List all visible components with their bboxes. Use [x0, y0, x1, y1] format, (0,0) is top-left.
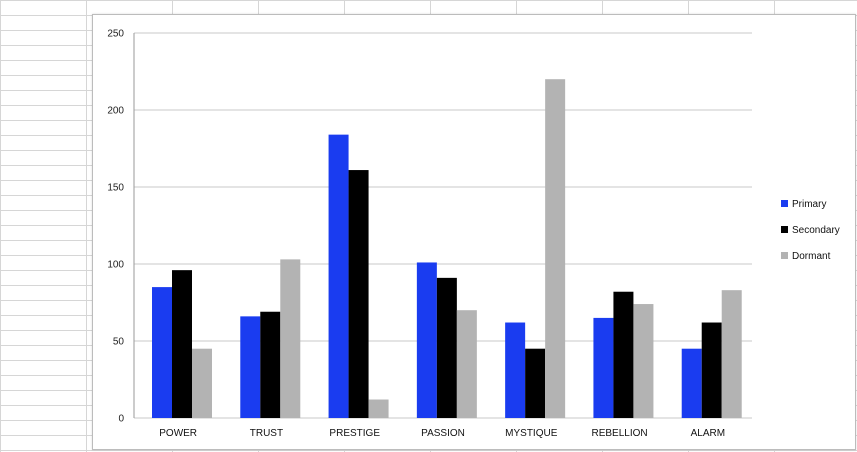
- bar-dormant-rebellion[interactable]: [633, 304, 654, 418]
- bar-dormant-prestige[interactable]: [368, 399, 389, 418]
- legend-label-secondary: Secondary: [792, 225, 840, 236]
- bar-secondary-trust[interactable]: [260, 311, 281, 418]
- legend[interactable]: Primary Secondary Dormant: [781, 199, 840, 262]
- y-tick-label: 50: [113, 337, 125, 348]
- bar-primary-passion[interactable]: [416, 262, 437, 418]
- x-tick-label: ALARM: [691, 428, 725, 439]
- bar-dormant-passion[interactable]: [456, 310, 477, 418]
- y-tick-label: 0: [118, 414, 124, 425]
- x-tick-label: REBELLION: [592, 428, 648, 439]
- legend-label-dormant: Dormant: [792, 251, 831, 262]
- x-tick-label: PRESTIGE: [329, 428, 380, 439]
- bar-dormant-alarm[interactable]: [721, 290, 742, 418]
- legend-swatch-dormant: [781, 252, 788, 259]
- legend-label-primary: Primary: [792, 199, 826, 210]
- y-tick-label: 250: [107, 29, 124, 40]
- bar-primary-prestige[interactable]: [328, 134, 349, 418]
- y-tick-label: 100: [107, 260, 124, 271]
- y-tick-label: 200: [107, 106, 124, 117]
- bar-primary-rebellion[interactable]: [593, 317, 614, 418]
- bar-secondary-prestige[interactable]: [348, 170, 369, 418]
- y-tick-label: 150: [107, 183, 124, 194]
- legend-swatch-secondary: [781, 226, 788, 233]
- bar-primary-alarm[interactable]: [681, 348, 702, 418]
- bar-dormant-power[interactable]: [192, 348, 212, 418]
- x-tick-label: TRUST: [250, 428, 283, 439]
- bar-primary-power[interactable]: [152, 287, 172, 418]
- bar-secondary-passion[interactable]: [436, 277, 457, 418]
- bar-primary-mystique[interactable]: [505, 322, 526, 418]
- bar-primary-trust[interactable]: [240, 316, 261, 418]
- bar-secondary-mystique[interactable]: [525, 348, 546, 418]
- x-axis: POWER TRUST PRESTIGE PASSION MYSTIQUE REBELLI…: [159, 428, 725, 439]
- x-tick-label: MYSTIQUE: [505, 428, 558, 439]
- bar-chart: 0 50 100 150 200 250 POWER TRUST PRESTIGE PASSIO…: [107, 29, 840, 440]
- y-axis: 0 50 100 150 200 250: [107, 29, 135, 425]
- legend-swatch-primary: [781, 200, 788, 207]
- bar-dormant-mystique[interactable]: [545, 79, 566, 418]
- bar-secondary-power[interactable]: [172, 270, 192, 418]
- bar-secondary-alarm[interactable]: [701, 322, 722, 418]
- bar-secondary-rebellion[interactable]: [613, 291, 634, 418]
- bar-dormant-trust[interactable]: [280, 259, 301, 418]
- bars: [152, 79, 742, 418]
- x-tick-label: PASSION: [421, 428, 465, 439]
- x-tick-label: POWER: [159, 428, 197, 439]
- chart-container[interactable]: 0 50 100 150 200 250 POWER TRUST PRESTIGE PASSIO…: [92, 14, 856, 450]
